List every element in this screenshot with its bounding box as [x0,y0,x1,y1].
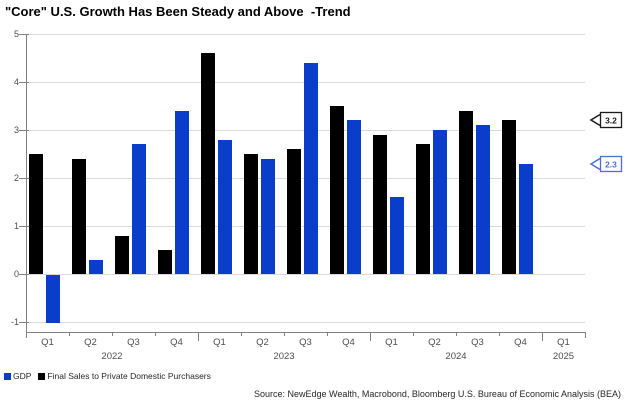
y-tick-label-1: 1 [13,221,19,231]
x-label-3: Q4 [170,337,183,348]
gridline-5 [27,34,585,35]
bar-gdp-5 [261,158,275,274]
legend-item-final-sales: Final Sales to Private Domestic Purchase… [38,371,211,381]
x-tick-5 [241,333,242,336]
x-tick-6 [284,333,285,336]
bar-gdp-7 [347,120,361,274]
y-tick--1 [19,322,29,323]
legend-item-gdp: GDP [4,371,31,381]
x-tick-13 [585,333,586,338]
x-label-0: Q1 [41,337,54,348]
year-label-2023: 2023 [273,351,295,362]
bar-final-sales-8 [373,134,387,274]
x-label-2: Q3 [127,337,140,348]
x-label-4: Q1 [213,337,226,348]
y-tick-4 [19,82,29,83]
legend: GDP Final Sales to Private Domestic Purc… [4,371,211,381]
x-tick-0 [26,333,27,338]
year-label-2024: 2024 [445,351,467,362]
x-tick-8 [370,333,371,341]
y-tick-label--1: -1 [10,317,19,327]
x-label-6: Q3 [299,337,312,348]
x-tick-4 [198,333,199,341]
callout-arrow-icon: 2.3 [589,155,623,172]
y-tick-label-4: 4 [13,77,19,87]
x-axis-line [26,332,586,333]
bar-final-sales-3 [158,250,172,274]
y-tick-3 [19,130,29,131]
y-tick-0 [19,274,29,275]
bar-gdp-8 [390,197,404,274]
bar-gdp-0 [46,275,60,323]
y-tick-label-0: 0 [13,269,19,279]
svg-text:3.2: 3.2 [605,116,617,126]
y-tick-label-5: 5 [13,29,19,39]
x-tick-7 [327,333,328,336]
bar-gdp-1 [89,259,103,274]
y-tick-2 [19,178,29,179]
bar-gdp-6 [304,62,318,274]
x-label-5: Q2 [256,337,269,348]
bar-final-sales-11 [502,120,516,274]
bar-final-sales-1 [72,158,86,274]
year-label-2025: 2025 [552,351,575,362]
legend-label-final-sales: Final Sales to Private Domestic Purchase… [47,371,211,381]
bar-final-sales-9 [416,144,430,274]
x-tick-12 [542,333,543,341]
x-label-7: Q4 [342,337,355,348]
y-tick-label-3: 3 [13,125,19,135]
x-tick-11 [499,333,500,336]
legend-label-gdp: GDP [13,371,32,381]
gridline-0 [27,274,585,275]
bar-gdp-3 [175,110,189,274]
bar-gdp-10 [476,125,490,274]
bar-gdp-2 [132,144,146,274]
source-credit: Source: NewEdge Wealth, Macrobond, Bloom… [253,389,621,399]
bar-final-sales-5 [244,154,258,274]
y-tick-label-2: 2 [13,173,19,183]
x-label-8: Q1 [385,337,398,348]
callout-arrow-icon: 3.2 [589,112,623,129]
bar-gdp-9 [433,130,447,274]
x-label-1: Q2 [84,337,97,348]
bar-final-sales-10 [459,110,473,274]
callout-final-sales: 3.2 [587,110,623,135]
x-tick-9 [413,333,414,336]
x-label-9: Q2 [428,337,441,348]
x-tick-1 [69,333,70,336]
bar-final-sales-0 [29,154,43,274]
bar-gdp-11 [519,163,533,274]
x-label-10: Q3 [471,337,484,348]
bar-final-sales-4 [201,53,215,274]
bar-final-sales-6 [287,149,301,274]
year-label-2022: 2022 [101,351,123,362]
chart-title: "Core" U.S. Growth Has Been Steady and A… [5,4,351,19]
bar-gdp-4 [218,139,232,274]
x-tick-3 [155,333,156,336]
y-tick-1 [19,226,29,227]
callout-gdp: 2.3 [587,154,623,179]
bar-final-sales-7 [330,106,344,274]
gdp-swatch-icon [4,372,11,380]
y-axis-line [26,34,27,333]
final-sales-swatch-icon [38,372,46,380]
svg-text:2.3: 2.3 [605,159,617,169]
gridline--1 [27,322,585,323]
bar-final-sales-2 [115,235,129,274]
x-tick-10 [456,333,457,336]
x-label-12: Q1 [557,337,570,348]
x-tick-2 [112,333,113,336]
x-label-11: Q4 [514,337,527,348]
y-tick-5 [19,34,29,35]
